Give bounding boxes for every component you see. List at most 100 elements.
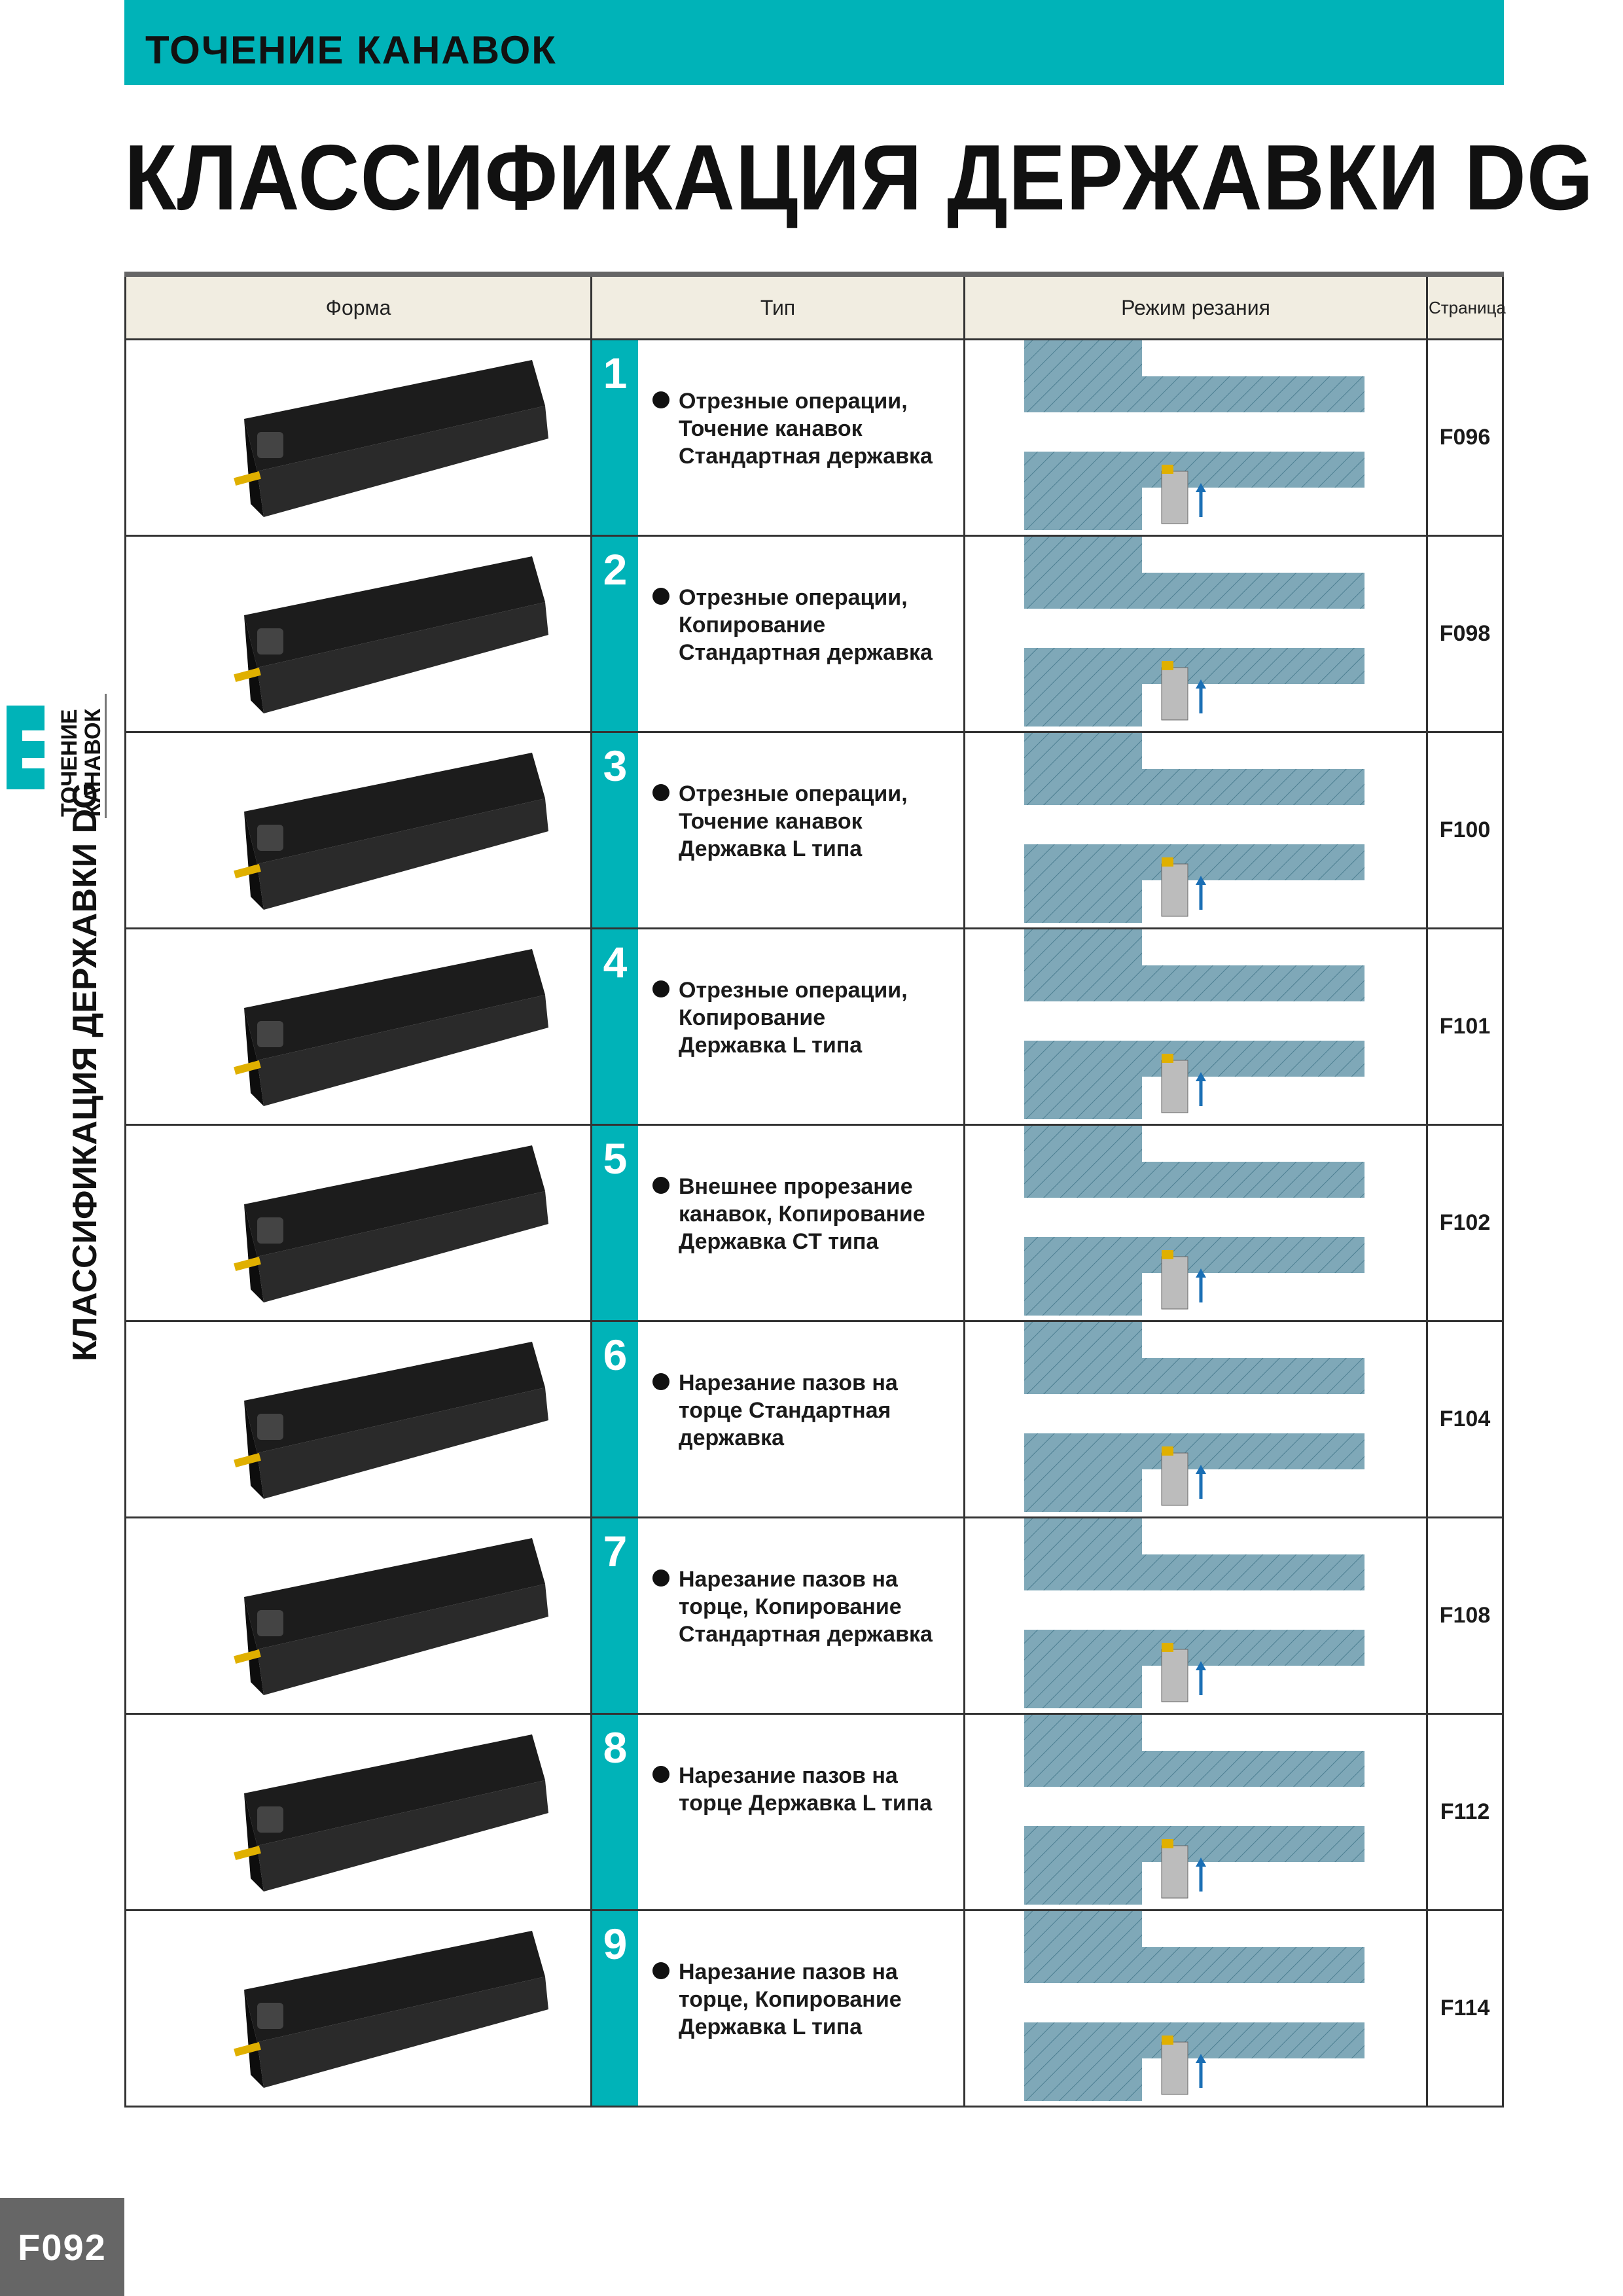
mode-cell <box>963 927 1428 1126</box>
type-number: 7 <box>592 1518 638 1713</box>
header-mode: Режим резания <box>963 272 1428 340</box>
table-header-row: Форма Тип Режим резания Страница <box>124 272 1506 340</box>
type-description-line: державка <box>679 1426 785 1450</box>
type-number: 5 <box>592 1126 638 1320</box>
mode-cell <box>963 1516 1428 1715</box>
type-description-line: торце, Копирование <box>679 1594 902 1619</box>
type-cell: 3 Отрезные операции, Точение канавок Держав… <box>590 731 965 929</box>
type-description-line: Стандартная державка <box>679 1622 933 1647</box>
cutting-mode-diagram <box>1024 537 1364 726</box>
type-cell: 1 Отрезные операции, Точение канавок Станда… <box>590 338 965 537</box>
mode-cell <box>963 1124 1428 1322</box>
table-row: 6 Нарезание пазов на торце Стандартная держ… <box>124 1320 1504 1518</box>
section-title: ТОЧЕНИЕ КАНАВОК <box>145 28 557 72</box>
form-cell <box>124 1909 592 2108</box>
type-description-line: Нарезание пазов на <box>679 1371 898 1395</box>
type-number: 9 <box>592 1911 638 2106</box>
bullet-icon <box>652 1962 669 1979</box>
cutting-mode-diagram <box>1024 1715 1364 1905</box>
form-cell <box>124 1124 592 1322</box>
bullet-icon <box>652 1177 669 1194</box>
type-description-line: торце, Копирование <box>679 1987 902 2012</box>
type-number: 6 <box>592 1322 638 1516</box>
type-description-line: Стандартная державка <box>679 640 933 665</box>
bullet-icon <box>652 1373 669 1390</box>
bullet-icon <box>652 391 669 408</box>
table-row: 1 Отрезные операции, Точение канавок Станда… <box>124 338 1504 537</box>
section-tab-icon <box>7 706 45 789</box>
holder-photo <box>234 1931 548 2088</box>
holder-photo <box>234 556 548 713</box>
type-description-line: Отрезные операции, <box>679 978 908 1003</box>
type-number: 4 <box>592 929 638 1124</box>
type-number: 3 <box>592 733 638 927</box>
page-reference: F108 <box>1426 1516 1504 1715</box>
mode-cell <box>963 1909 1428 2108</box>
type-description-line: Нарезание пазов на <box>679 1763 898 1788</box>
cutting-mode-diagram <box>1024 340 1364 530</box>
table-row: 3 Отрезные операции, Точение канавок Держав… <box>124 731 1504 929</box>
mode-cell <box>963 731 1428 929</box>
side-tab-rule <box>105 694 107 818</box>
page-title: КЛАССИФИКАЦИЯ ДЕРЖАВКИ DG <box>124 126 1594 230</box>
type-description-line: Копирование <box>679 613 826 637</box>
form-cell <box>124 731 592 929</box>
type-description-line: торце Стандартная <box>679 1398 891 1423</box>
table-row: 5 Внешнее прорезание канавок, Копирование Д… <box>124 1124 1504 1322</box>
table-row: 8 Нарезание пазов на торце Державка L типа… <box>124 1713 1504 1911</box>
mode-cell <box>963 1320 1428 1518</box>
cutting-mode-diagram <box>1024 929 1364 1119</box>
holder-photo <box>234 1342 548 1499</box>
holder-photo <box>234 753 548 910</box>
bullet-icon <box>652 980 669 997</box>
page-reference: F101 <box>1426 927 1504 1126</box>
type-cell: 5 Внешнее прорезание канавок, Копирование Д… <box>590 1124 965 1322</box>
type-description-line: Точение канавок <box>679 809 863 834</box>
type-description-line: Нарезание пазов на <box>679 1567 898 1592</box>
cutting-mode-diagram <box>1024 1911 1364 2101</box>
section-header-band: ТОЧЕНИЕ КАНАВОК <box>124 0 1504 85</box>
type-description-line: Отрезные операции, <box>679 585 908 610</box>
type-description-line: Внешнее прорезание <box>679 1174 913 1199</box>
type-cell: 7 Нарезание пазов на торце, Копирование Ста… <box>590 1516 965 1715</box>
cutting-mode-diagram <box>1024 1126 1364 1316</box>
mode-cell <box>963 338 1428 537</box>
side-tab: ТОЧЕНИЕ КАНАВОК <box>0 694 107 818</box>
table-row: 7 Нарезание пазов на торце, Копирование Ста… <box>124 1516 1504 1715</box>
cutting-mode-diagram <box>1024 1518 1364 1708</box>
type-description-line: торце Державка L типа <box>679 1791 933 1816</box>
header-type: Тип <box>590 272 965 340</box>
type-description-line: Державка L типа <box>679 2015 863 2039</box>
bullet-icon <box>652 1570 669 1587</box>
header-form: Форма <box>124 272 592 340</box>
header-page: Страница <box>1426 272 1506 340</box>
type-description-line: Державка L типа <box>679 1033 863 1058</box>
type-description-line: Копирование <box>679 1005 826 1030</box>
page-reference: F100 <box>1426 731 1504 929</box>
holder-photo <box>234 1145 548 1302</box>
type-description-line: Отрезные операции, <box>679 389 908 414</box>
table-row: 4 Отрезные операции, Копирование Державка L… <box>124 927 1504 1126</box>
page-reference: F096 <box>1426 338 1504 537</box>
form-cell <box>124 1320 592 1518</box>
page-number: F092 <box>0 2198 124 2296</box>
form-cell <box>124 535 592 733</box>
cutting-mode-diagram <box>1024 1322 1364 1512</box>
holder-photo <box>234 1734 548 1892</box>
type-number: 8 <box>592 1715 638 1909</box>
holder-photo <box>234 1538 548 1695</box>
bullet-icon <box>652 784 669 801</box>
page-reference: F098 <box>1426 535 1504 733</box>
type-description-line: Державка L типа <box>679 836 863 861</box>
type-number: 2 <box>592 537 638 731</box>
type-description-line: Отрезные операции, <box>679 781 908 806</box>
mode-cell <box>963 535 1428 733</box>
holder-photo <box>234 949 548 1106</box>
form-cell <box>124 1713 592 1911</box>
form-cell <box>124 338 592 537</box>
type-cell: 6 Нарезание пазов на торце Стандартная держ… <box>590 1320 965 1518</box>
holder-classification-table: Форма Тип Режим резания Страница 1 Отрезн… <box>124 272 1506 2108</box>
page-reference: F102 <box>1426 1124 1504 1322</box>
table-row: 9 Нарезание пазов на торце, Копирование Дер… <box>124 1909 1504 2108</box>
table-row: 2 Отрезные операции, Копирование Стандартна… <box>124 535 1504 733</box>
